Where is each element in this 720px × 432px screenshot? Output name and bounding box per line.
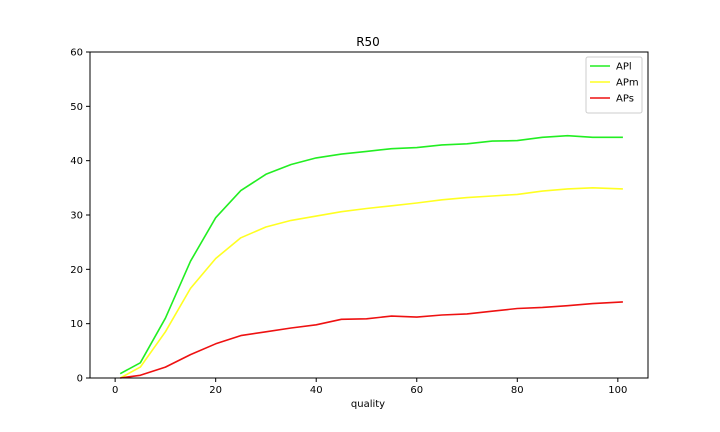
y-tick-label: 40 <box>70 156 83 167</box>
y-tick-label: 10 <box>70 319 83 330</box>
series-line-apl <box>119 134 623 375</box>
y-tick-label: 60 <box>70 48 83 59</box>
y-tick-label: 30 <box>70 211 83 222</box>
x-tick-label: 100 <box>608 385 627 396</box>
legend-box <box>585 56 643 114</box>
series-line-aps <box>120 301 623 379</box>
y-tick-label: 50 <box>70 102 83 113</box>
plot-frame <box>89 51 649 379</box>
x-axis-ticks: 0 20 40 60 80 100 <box>112 378 627 396</box>
y-tick-label: 20 <box>70 265 83 276</box>
x-axis-label: quality <box>351 399 385 410</box>
y-tick-label: 0 <box>77 374 83 385</box>
legend: APl APm APs <box>585 56 643 114</box>
legend-label-apl: APl <box>616 62 632 73</box>
legend-label-aps: APs <box>616 94 634 105</box>
y-axis-ticks: 0 10 20 30 40 50 60 <box>70 48 90 385</box>
plot-area <box>89 51 649 379</box>
series-line-apm <box>119 187 623 379</box>
chart-title: R50 <box>356 35 380 49</box>
x-tick-label: 20 <box>209 385 222 396</box>
x-tick-label: 80 <box>511 385 524 396</box>
legend-label-apm: APm <box>616 78 639 89</box>
x-tick-label: 0 <box>112 385 118 396</box>
x-tick-label: 60 <box>410 385 423 396</box>
x-tick-label: 40 <box>310 385 323 396</box>
